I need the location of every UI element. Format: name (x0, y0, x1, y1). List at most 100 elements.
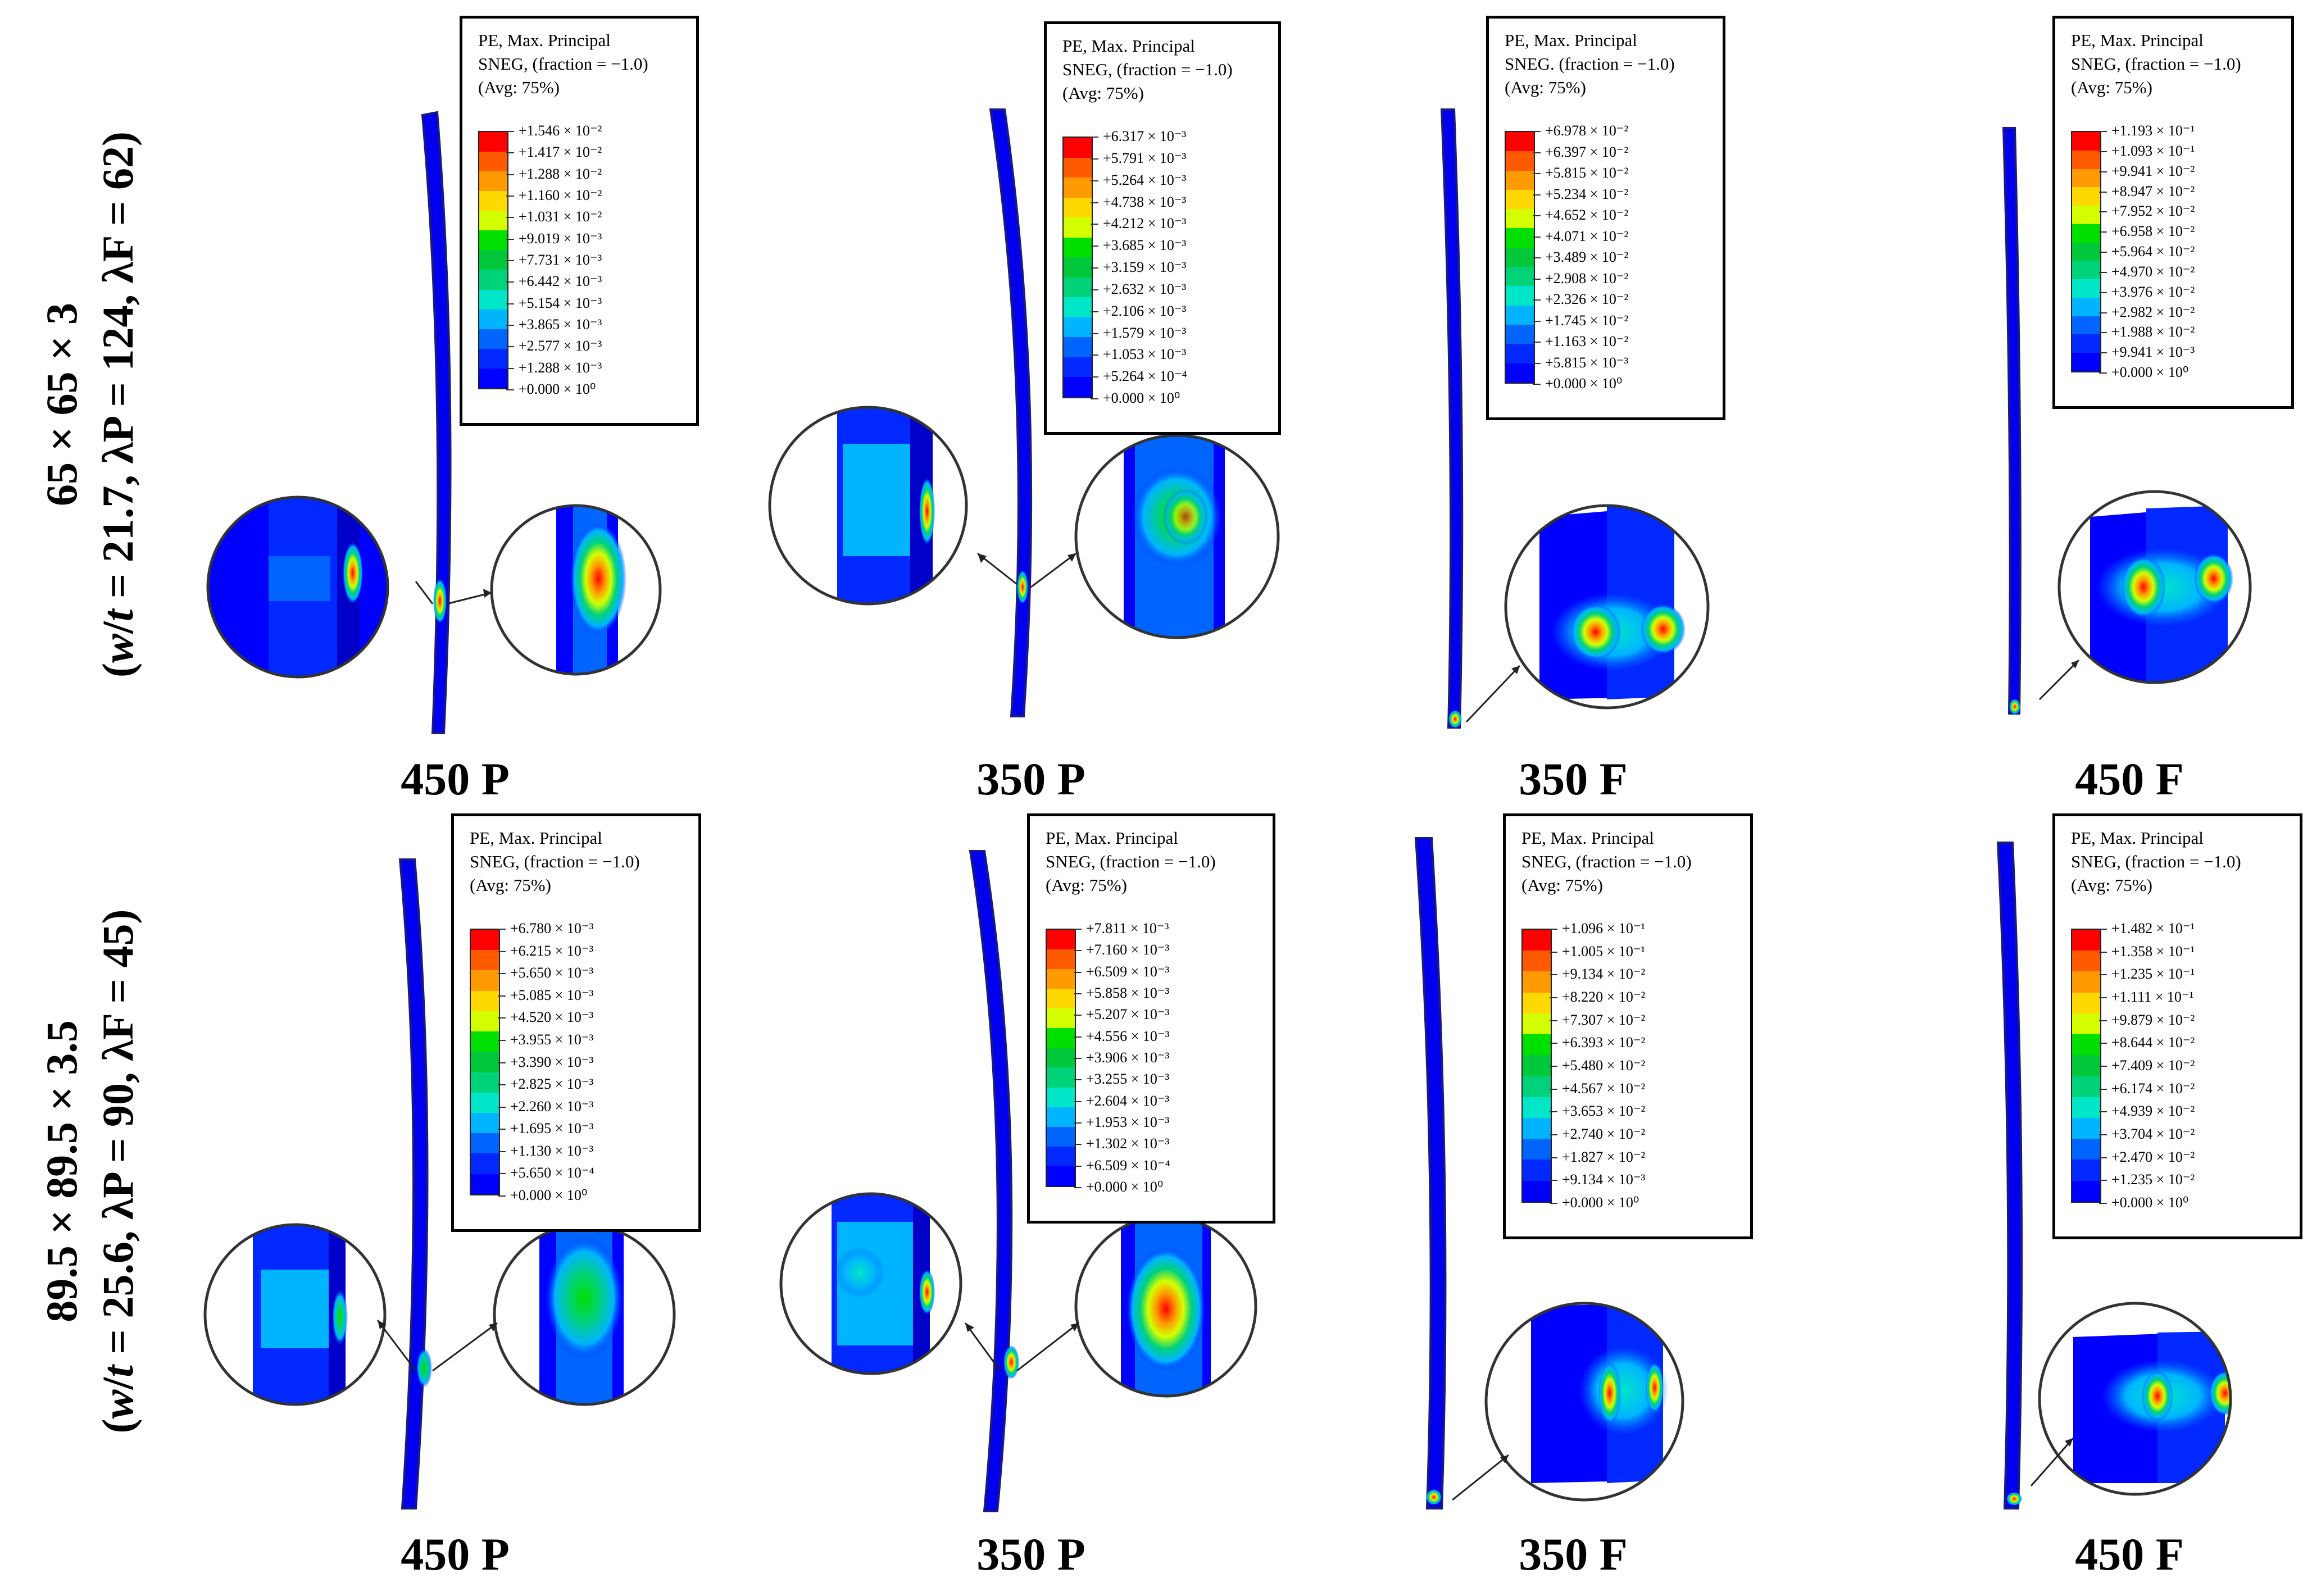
legend-header-line: (Avg: 75%) (470, 875, 551, 895)
legend-tick-label: +5.815 × 10⁻³ (1532, 351, 1628, 375)
legend-tick-label: +2.604 × 10⁻³ (1073, 1089, 1169, 1113)
legend-tick-label: +5.650 × 10⁻³ (497, 961, 593, 985)
legend-tick-label: +5.154 × 10⁻³ (506, 292, 602, 315)
legend-tick-label: +5.650 × 10⁻⁴ (498, 1161, 594, 1185)
zoom-450p-left-row2 (203, 1223, 417, 1406)
legend-tick-label: +9.941 × 10⁻² (2098, 160, 2195, 183)
legend-color-swatch (2072, 334, 2100, 353)
legend-color-swatch (479, 329, 507, 349)
legend-color-swatch (479, 309, 507, 329)
legend-color-swatch (1506, 170, 1534, 190)
legend-header: PE, Max. Principal SNEG, (fraction = −1.0… (1062, 34, 1268, 105)
column-450p-row1 (421, 111, 452, 734)
legend-color-swatch (479, 132, 507, 152)
legend-color-swatch (1047, 1087, 1075, 1107)
legend-header-line: PE, Max. Principal (2071, 30, 2204, 50)
legend-header-line: PE, Max. Principal (1046, 828, 1178, 848)
legend-tick-label: +5.815 × 10⁻² (1532, 161, 1628, 185)
legend-color-swatch (1064, 377, 1092, 397)
legend-color-bar (470, 929, 500, 1195)
legend-color-swatch (1047, 969, 1075, 989)
legend-tick-label: +7.952 × 10⁻² (2098, 199, 2195, 223)
legend-tick-label: +4.970 × 10⁻² (2098, 260, 2195, 284)
legend-tick-label: +7.811 × 10⁻³ (1073, 917, 1169, 940)
legend-color-swatch (479, 211, 507, 231)
legend-color-swatch (471, 1174, 499, 1194)
legend-tick-label: +1.193 × 10⁻¹ (2098, 119, 2195, 143)
legend-tick-label: +1.163 × 10⁻² (1532, 330, 1628, 353)
legend-tick-label: +1.111 × 10⁻¹ (2098, 985, 2193, 1009)
legend-tick-label: +0.000 × 10⁰ (1549, 1191, 1639, 1215)
zoom-450f-row2 (2030, 1302, 2232, 1496)
legend-tick-label: +3.906 × 10⁻³ (1073, 1046, 1169, 1070)
row-label-2-parameters: (w/t = 25.6, λP = 90, λF = 45) (93, 909, 142, 1434)
zoom-350p-left-row2 (779, 1192, 1001, 1375)
caption-450f-row1: 450 F (2075, 753, 2184, 804)
legend-color-swatch (1506, 363, 1534, 383)
legend-color-swatch (2072, 206, 2100, 224)
legend-tick-label: +9.019 × 10⁻³ (506, 227, 602, 251)
legend-color-swatch (471, 1133, 499, 1154)
legend-tick-label: +3.685 × 10⁻³ (1090, 234, 1186, 257)
legend-tick-label: +1.988 × 10⁻² (2098, 320, 2195, 344)
legend-color-swatch (2072, 187, 2100, 206)
legend-tick-label: +1.093 × 10⁻¹ (2098, 139, 2195, 163)
legend-header-line: PE, Max. Principal (470, 828, 602, 848)
legend-tick-label: +2.470 × 10⁻² (2098, 1145, 2195, 1169)
legend-tick-label: +1.953 × 10⁻³ (1073, 1111, 1169, 1134)
legend-header-line: (Avg: 75%) (1046, 875, 1127, 895)
legend-color-swatch (1064, 178, 1092, 198)
legend-color-swatch (1047, 930, 1075, 950)
zoom-350f-row2 (1452, 1302, 1684, 1502)
legend-header-line: SNEG, (fraction = −1.0) (2071, 852, 2241, 871)
legend-tick-label: +5.964 × 10⁻² (2098, 240, 2195, 263)
legend-header-line: SNEG, (fraction = −1.0) (2071, 54, 2241, 74)
legend-tick-label: +2.577 × 10⁻³ (506, 334, 602, 358)
legend-color-swatch (471, 1092, 499, 1113)
legend-color-swatch (2072, 951, 2100, 972)
legend-header-line: PE, Max. Principal (478, 30, 611, 50)
legend-color-swatch (2072, 353, 2100, 371)
legend-color-swatch (2072, 1180, 2100, 1202)
row-label-1-dimensions: 65 × 65 × 3 (37, 303, 86, 506)
legend-tick-label: +1.160 × 10⁻² (506, 184, 602, 207)
legend-color-swatch (1064, 257, 1092, 278)
zoom-450p-right-row2 (432, 1223, 676, 1406)
column-450p-row2 (398, 858, 432, 1509)
legend-color-swatch (2072, 1097, 2100, 1118)
legend-tick-label: +6.442 × 10⁻³ (506, 270, 602, 293)
legend-color-swatch (1523, 1117, 1551, 1139)
legend-tick-label: +0.000 × 10⁰ (1532, 372, 1622, 395)
legend-color-swatch (479, 368, 507, 388)
legend-header-line: (Avg: 75%) (2071, 875, 2152, 895)
legend-tick-label: +3.955 × 10⁻³ (497, 1028, 593, 1052)
legend-tick-label: +6.780 × 10⁻³ (497, 917, 593, 940)
legend-color-swatch (471, 1112, 499, 1134)
column-350p-row1 (989, 108, 1033, 717)
legend-color-swatch (471, 1011, 499, 1032)
legend-color-swatch (1047, 1028, 1075, 1048)
legend-color-swatch (1506, 305, 1534, 325)
legend-color-swatch (2072, 1139, 2100, 1160)
legend-header: PE, Max. Principal SNEG, (fraction = −1.0… (2071, 29, 2281, 99)
legend-tick-label: +3.865 × 10⁻³ (506, 313, 602, 337)
legend-tick-label: +5.791 × 10⁻³ (1090, 147, 1186, 170)
legend-color-swatch (471, 930, 499, 951)
legend-tick-label: +2.908 × 10⁻² (1532, 267, 1628, 290)
legend-color-swatch (2072, 279, 2100, 298)
legend-color-swatch (1523, 1013, 1551, 1035)
legend-color-swatch (2072, 930, 2100, 951)
legend-color-bar (1505, 131, 1535, 384)
legend-tick-label: +6.978 × 10⁻² (1532, 119, 1628, 143)
legend-color-swatch (479, 171, 507, 192)
legend-tick-label: +2.260 × 10⁻³ (497, 1095, 593, 1118)
legend-header-line: SNEG, (fraction = −1.0) (470, 852, 640, 871)
legend-tick-label: +1.417 × 10⁻² (506, 140, 602, 164)
legend-color-swatch (1047, 989, 1075, 1009)
legend-tick-label: +3.489 × 10⁻² (1532, 245, 1628, 269)
legend-color-swatch (1506, 132, 1534, 152)
legend-color-swatch (1523, 971, 1551, 993)
legend-color-swatch (1523, 1076, 1551, 1097)
legend-tick-label: +3.653 × 10⁻² (1549, 1099, 1645, 1123)
legend-tick-label: +6.393 × 10⁻² (1549, 1031, 1645, 1054)
